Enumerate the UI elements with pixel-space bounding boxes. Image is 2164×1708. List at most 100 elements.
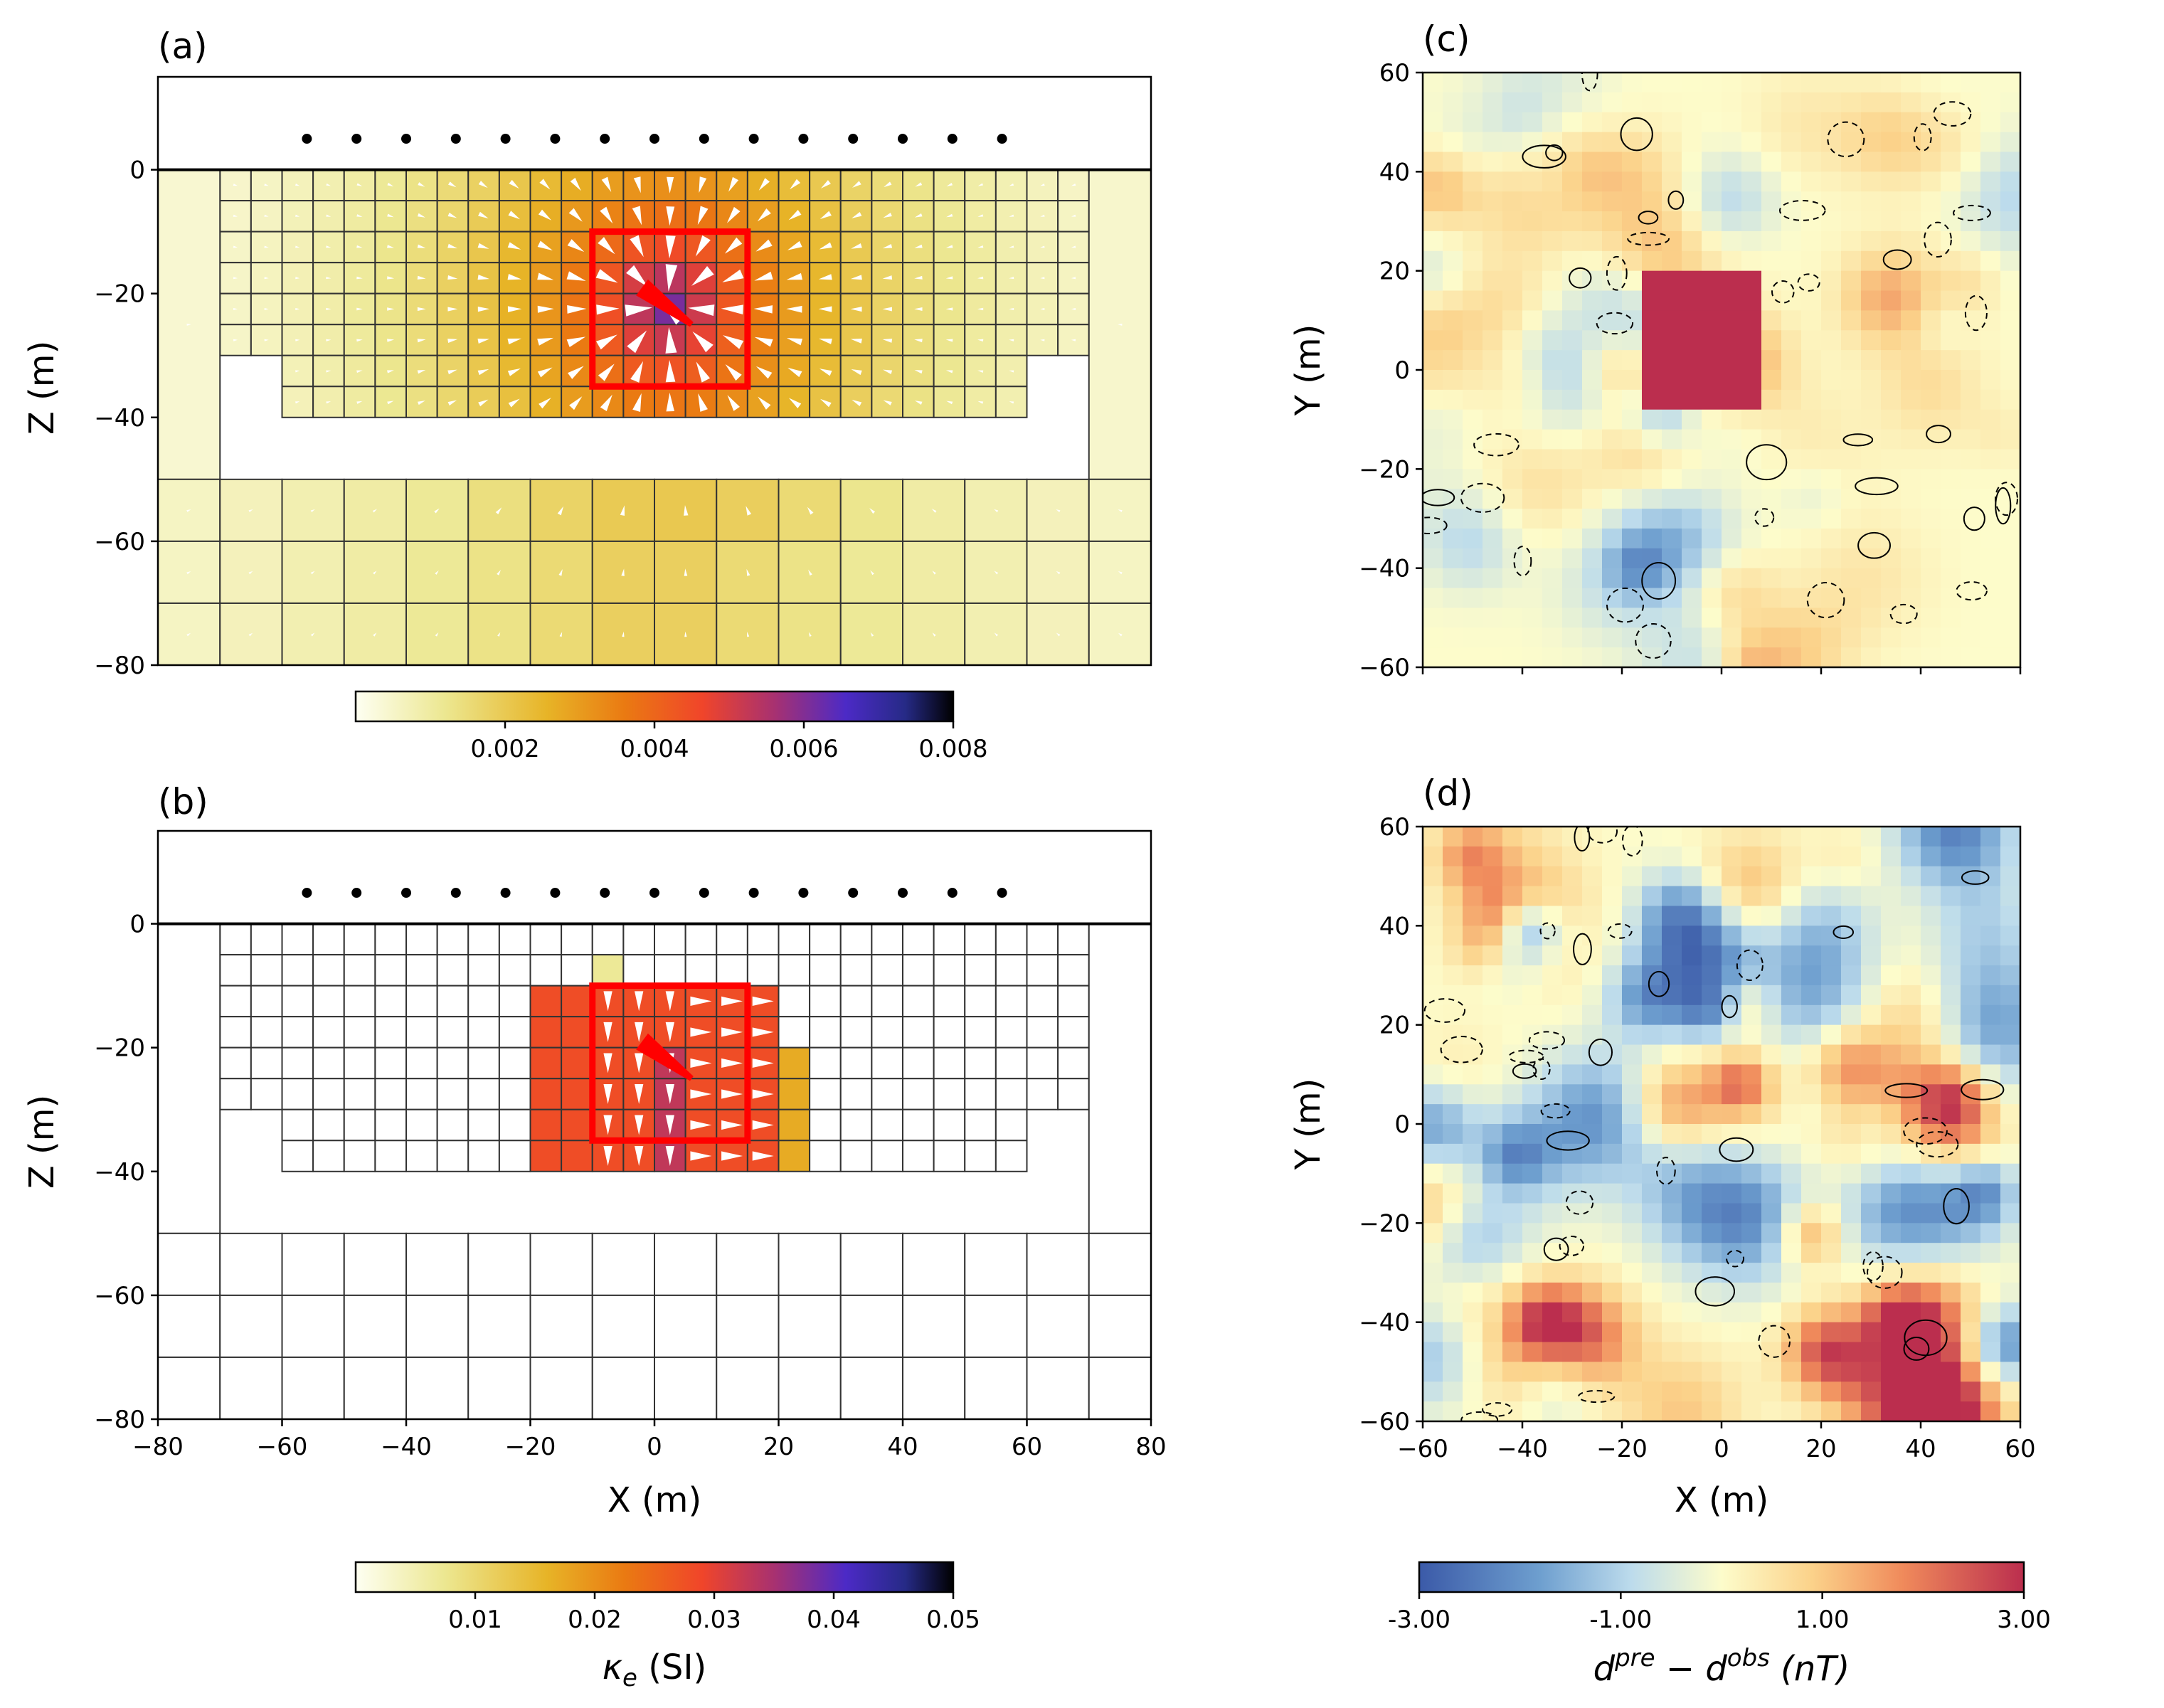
c-cell xyxy=(1722,489,1742,509)
c-cell xyxy=(1741,270,1762,292)
d-cell xyxy=(1881,925,1902,946)
a-arrow xyxy=(326,245,332,248)
d-cell xyxy=(1841,1263,1862,1283)
a-arrow xyxy=(688,304,715,317)
b-cell xyxy=(778,923,811,956)
c-cell xyxy=(1881,409,1902,430)
b-cell xyxy=(964,923,997,956)
d-cell xyxy=(1821,1084,1842,1105)
d-cell xyxy=(1761,1024,1782,1046)
b-arrow xyxy=(721,1058,743,1068)
d-contour xyxy=(1832,925,1855,939)
d-cell xyxy=(1622,1381,1643,1402)
b-cell xyxy=(622,923,655,956)
c-cell xyxy=(1443,509,1463,529)
d-cell xyxy=(1602,1064,1623,1085)
c-cell xyxy=(1582,92,1603,113)
c-cell xyxy=(1662,330,1682,351)
c-cell xyxy=(1861,409,1882,430)
d-cell xyxy=(1562,1282,1583,1303)
d-cell xyxy=(1682,906,1702,926)
d-cell xyxy=(1642,866,1662,887)
c-cell xyxy=(1582,350,1603,371)
c-cell xyxy=(1522,290,1543,311)
d-cell xyxy=(1522,1243,1543,1263)
d-cell xyxy=(1443,1143,1463,1165)
b-cell xyxy=(436,985,470,1018)
a-arrow xyxy=(633,176,641,193)
d-cell xyxy=(1702,1024,1722,1046)
c-cell xyxy=(1761,608,1782,628)
b-cell xyxy=(1026,923,1059,956)
c-cell xyxy=(1642,409,1662,430)
d-cell xyxy=(1841,1143,1862,1165)
c-cell xyxy=(1821,230,1842,252)
a-arrow xyxy=(497,569,502,575)
d-cell xyxy=(1542,1163,1563,1184)
b-cell xyxy=(343,985,376,1018)
c-cell xyxy=(1861,647,1882,667)
a-arrow xyxy=(434,508,440,514)
d-cell xyxy=(1522,1263,1543,1283)
d-cell xyxy=(1841,1124,1862,1145)
d-cell xyxy=(1722,1381,1742,1402)
d-cell xyxy=(1861,1104,1882,1125)
d-cell xyxy=(1861,866,1882,887)
c-cell xyxy=(1980,627,2001,648)
d-cell xyxy=(1423,1401,1443,1421)
d-cell xyxy=(1941,1322,1961,1343)
d-cell xyxy=(1821,1263,1842,1283)
d-cell xyxy=(1443,1104,1463,1125)
d-cell xyxy=(1980,1124,2001,1145)
d-cell xyxy=(1602,1203,1623,1224)
d-cell xyxy=(1443,1203,1463,1224)
d-cell xyxy=(1423,965,1443,986)
a-arrow xyxy=(665,235,676,259)
d-cell xyxy=(1821,1064,1842,1085)
c-cell xyxy=(1821,588,1842,608)
d-cell xyxy=(2000,866,2020,887)
b-cell xyxy=(902,923,935,956)
d-cell xyxy=(1761,1044,1782,1065)
c-cell xyxy=(1861,608,1882,628)
d-xtick-label: 0 xyxy=(1714,1435,1729,1463)
c-cell xyxy=(1961,449,1981,470)
d-cell xyxy=(1761,886,1782,907)
c-contour xyxy=(1641,561,1677,600)
c-contour xyxy=(1797,273,1820,292)
c-cell xyxy=(1801,370,1822,391)
d-cell xyxy=(1522,1183,1543,1204)
c-cell xyxy=(1483,132,1503,153)
panel-d-xlabel: X (m) xyxy=(1675,1480,1768,1520)
c-cell xyxy=(1941,152,1961,172)
d-cell xyxy=(1761,1183,1782,1204)
c-cell xyxy=(1702,568,1722,589)
d-cell xyxy=(1901,1044,1921,1065)
c-contour xyxy=(1746,444,1788,481)
d-cell xyxy=(1821,1163,1842,1184)
d-cell xyxy=(1702,866,1722,887)
d-contour xyxy=(1573,933,1592,965)
d-cell xyxy=(1821,925,1842,946)
a-arrow xyxy=(850,275,862,280)
c-contour xyxy=(1581,73,1598,92)
c-cell xyxy=(1483,449,1503,470)
c-cell xyxy=(2000,132,2020,153)
c-contour xyxy=(1857,531,1891,559)
d-cell xyxy=(1921,945,1941,966)
a-arrow xyxy=(595,334,617,350)
c-cell xyxy=(1841,171,1862,192)
c-cell xyxy=(1841,608,1862,628)
c-cell xyxy=(1741,548,1762,569)
d-cell xyxy=(1662,1342,1682,1362)
d-cell xyxy=(1662,1362,1682,1382)
d-cell xyxy=(1423,1124,1443,1145)
d-cell xyxy=(1642,1381,1662,1402)
c-cell xyxy=(1562,92,1583,113)
d-cell xyxy=(1522,1381,1543,1402)
c-cell xyxy=(1443,528,1463,549)
c-cell xyxy=(1522,588,1543,608)
b-cell xyxy=(436,954,470,987)
c-cell xyxy=(1741,489,1762,509)
d-cell xyxy=(1642,985,1662,1006)
